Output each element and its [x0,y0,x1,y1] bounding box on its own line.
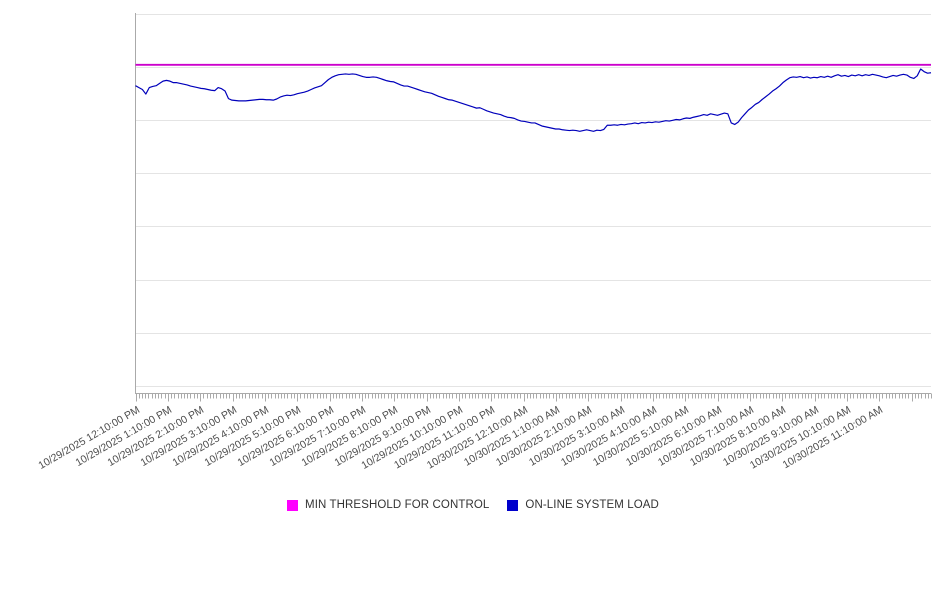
line-chart: 10/29/2025 12:10:00 PM 10/29/2025 1:10:00… [0,13,946,516]
plot-canvas [135,13,932,402]
data-series [135,63,932,132]
legend-item-min-threshold-for-control[interactable]: MIN THRESHOLD FOR CONTROL [287,499,489,511]
legend-label-on-line-system-load: ON-LINE SYSTEM LOAD [525,499,659,511]
online-system-load-line [135,68,932,132]
axes [135,13,931,394]
x-axis-ticks [136,393,932,402]
legend-label-min-threshold-for-control: MIN THRESHOLD FOR CONTROL [305,499,490,511]
chart-legend: MIN THRESHOLD FOR CONTROL ON-LINE SYSTEM… [0,494,946,516]
legend-swatch-blue [507,499,519,511]
gridlines [135,14,931,387]
legend-item-on-line-system-load[interactable]: ON-LINE SYSTEM LOAD [507,499,659,511]
legend-swatch-magenta [287,499,299,511]
